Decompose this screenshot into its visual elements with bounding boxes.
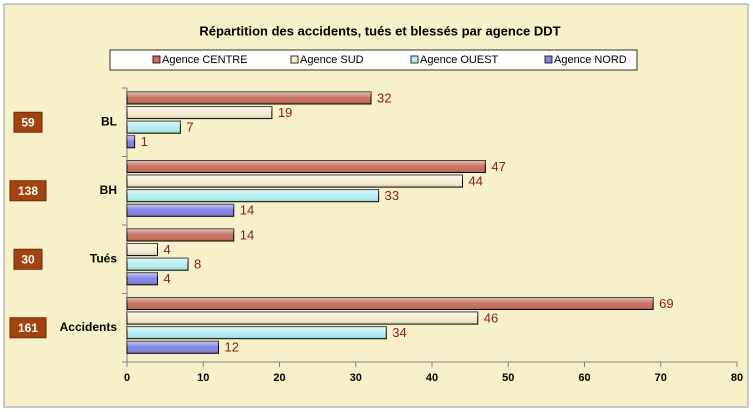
bar-shade xyxy=(127,272,158,285)
x-tick-label: 60 xyxy=(578,372,590,384)
y-tick-label: Tués xyxy=(90,251,117,265)
x-tick-label: 50 xyxy=(502,372,514,384)
total-label: 30 xyxy=(21,252,35,266)
value-label: 4 xyxy=(164,242,171,257)
value-label: 44 xyxy=(469,174,483,189)
legend-swatch xyxy=(152,55,161,64)
bar-shade xyxy=(127,160,486,173)
legend-label: Agence SUD xyxy=(300,54,364,66)
bar-shade xyxy=(127,258,188,271)
x-tick-label: 70 xyxy=(655,372,667,384)
y-tick-label: BL xyxy=(101,114,117,128)
total-box xyxy=(9,180,47,202)
legend-label: Agence CENTRE xyxy=(162,54,248,66)
total-label: 161 xyxy=(18,321,38,335)
value-label: 12 xyxy=(225,340,239,355)
chart-title: Répartition des accidents, tués et bless… xyxy=(199,23,560,38)
legend-swatch xyxy=(410,55,419,64)
bar-shade xyxy=(127,92,371,104)
value-label: 1 xyxy=(141,134,148,149)
value-label: 69 xyxy=(659,296,673,311)
total-box xyxy=(13,248,43,270)
bar-shade xyxy=(127,229,234,241)
bar-shade xyxy=(127,189,379,202)
bar-shade xyxy=(127,341,219,354)
value-label: 33 xyxy=(385,188,399,203)
bar-shade xyxy=(127,243,158,256)
total-box xyxy=(9,317,47,339)
bar-shade xyxy=(127,121,181,134)
x-tick-label: 10 xyxy=(197,372,209,384)
y-tick-label: Accidents xyxy=(60,320,118,334)
bar-shade xyxy=(127,326,387,339)
legend-swatch xyxy=(290,55,299,64)
bar-shade xyxy=(127,297,654,310)
x-tick-label: 30 xyxy=(350,372,362,384)
bar-shade xyxy=(127,312,478,325)
value-label: 46 xyxy=(484,311,498,326)
x-tick-label: 20 xyxy=(273,372,285,384)
bar-shade xyxy=(127,135,135,148)
value-label: 19 xyxy=(278,105,292,120)
bar-shade xyxy=(127,106,272,119)
x-tick-label: 40 xyxy=(426,372,438,384)
value-label: 32 xyxy=(377,90,391,105)
legend-label: Agence OUEST xyxy=(420,54,499,66)
total-label: 138 xyxy=(18,184,38,198)
value-label: 7 xyxy=(186,120,193,135)
value-label: 4 xyxy=(164,271,171,286)
legend-box xyxy=(109,49,638,71)
x-tick-label: 0 xyxy=(124,372,130,384)
value-label: 8 xyxy=(194,257,201,272)
total-label: 59 xyxy=(21,115,35,129)
x-tick-label: 80 xyxy=(731,372,743,384)
value-label: 47 xyxy=(491,159,505,174)
bar-shade xyxy=(127,204,234,217)
value-label: 34 xyxy=(392,325,406,340)
value-label: 14 xyxy=(240,203,254,218)
total-box xyxy=(13,111,43,133)
bar-shade xyxy=(127,175,463,188)
legend-label: Agence NORD xyxy=(554,54,627,66)
y-tick-label: BH xyxy=(100,183,117,197)
value-label: 14 xyxy=(240,227,254,242)
legend-swatch xyxy=(544,55,553,64)
